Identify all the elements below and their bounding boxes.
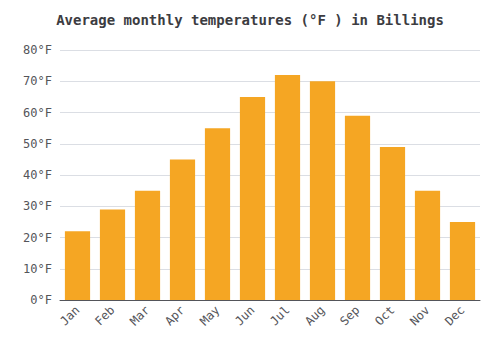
svg-text:Sep: Sep xyxy=(337,303,362,328)
svg-text:50°F: 50°F xyxy=(23,137,52,151)
svg-text:30°F: 30°F xyxy=(23,199,52,213)
svg-text:80°F: 80°F xyxy=(23,43,52,57)
svg-text:Apr: Apr xyxy=(162,303,187,328)
svg-text:Feb: Feb xyxy=(92,303,117,328)
svg-text:Mar: Mar xyxy=(127,303,152,328)
svg-text:Nov: Nov xyxy=(407,303,432,328)
svg-text:20°F: 20°F xyxy=(23,231,52,245)
svg-text:Jul: Jul xyxy=(267,303,292,328)
svg-text:10°F: 10°F xyxy=(23,262,52,276)
svg-text:May: May xyxy=(197,303,222,328)
svg-text:Aug: Aug xyxy=(302,303,327,328)
svg-text:0°F: 0°F xyxy=(30,293,52,307)
svg-text:Dec: Dec xyxy=(442,303,467,328)
svg-text:70°F: 70°F xyxy=(23,74,52,88)
svg-text:Oct: Oct xyxy=(372,303,397,328)
svg-text:Jun: Jun xyxy=(232,303,257,328)
svg-text:60°F: 60°F xyxy=(23,106,52,120)
svg-text:40°F: 40°F xyxy=(23,168,52,182)
svg-text:Jan: Jan xyxy=(57,303,82,328)
svg-text:Average monthly temperatures (: Average monthly temperatures (°F ) in Bi… xyxy=(56,12,444,28)
